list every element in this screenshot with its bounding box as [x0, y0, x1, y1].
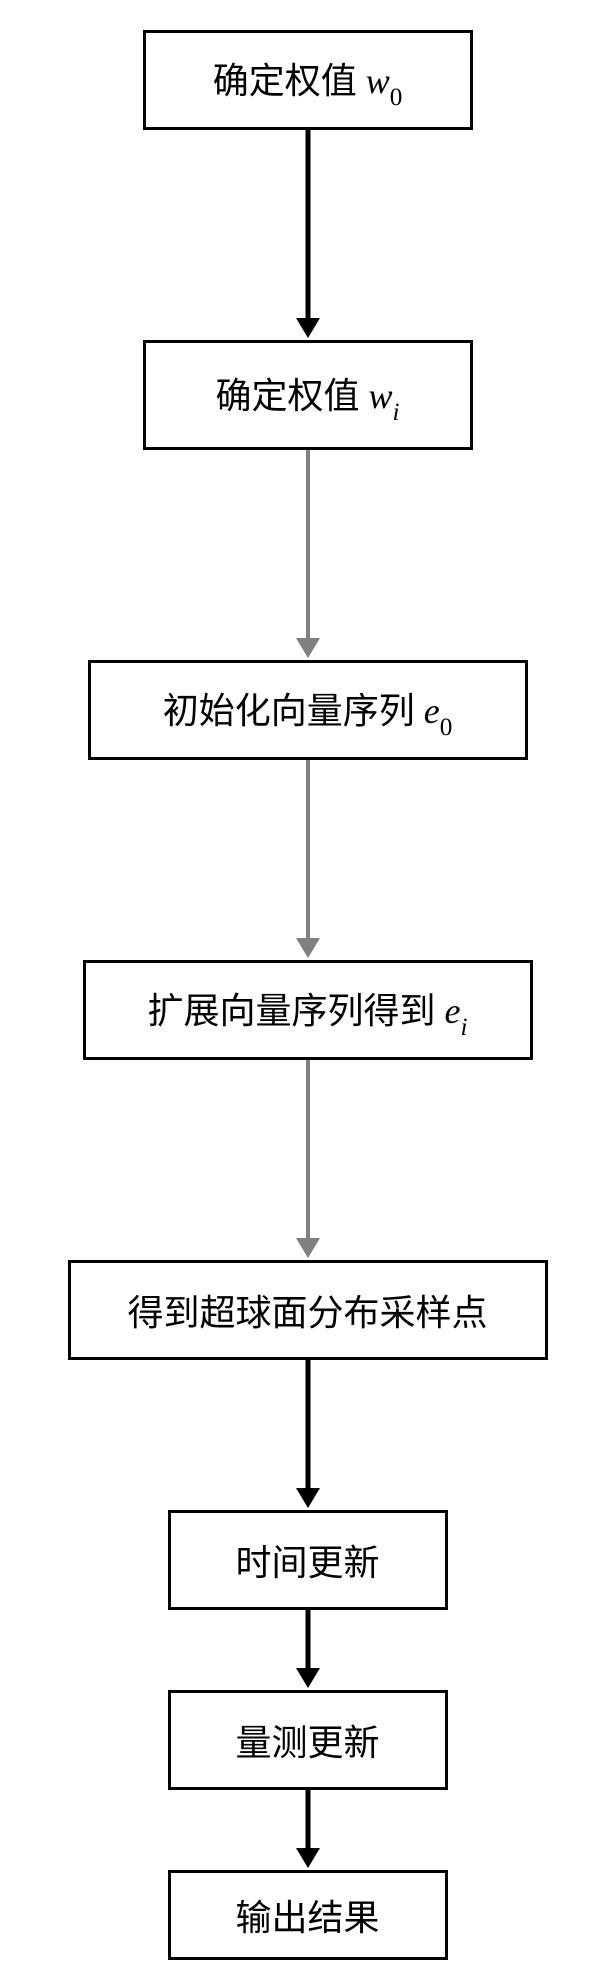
- node-label: 确定权值 w0: [213, 52, 403, 108]
- flowchart-node-extend-vector-ei: 扩展向量序列得到 ei: [83, 960, 533, 1060]
- arrow-line: [306, 450, 310, 640]
- node-label: 确定权值 wi: [215, 367, 399, 423]
- flowchart-node-measurement-update: 量测更新: [168, 1690, 448, 1790]
- arrow-head-icon: [296, 1848, 320, 1868]
- arrow-line: [305, 1790, 310, 1850]
- node-label: 量测更新: [235, 1714, 379, 1766]
- arrow-line: [305, 130, 310, 320]
- node-label: 时间更新: [235, 1534, 379, 1586]
- node-label: 得到超球面分布采样点: [127, 1284, 487, 1336]
- node-label: 初始化向量序列 e0: [163, 682, 453, 738]
- arrow-line: [305, 1360, 310, 1490]
- arrow-head-icon: [296, 318, 320, 338]
- arrow-line: [305, 1610, 310, 1670]
- flowchart-node-time-update: 时间更新: [168, 1510, 448, 1610]
- arrow-head-icon: [296, 1238, 320, 1258]
- flowchart-node-output-result: 输出结果: [168, 1870, 448, 1960]
- arrow-head-icon: [296, 1488, 320, 1508]
- arrow-head-icon: [296, 638, 320, 658]
- flowchart-container: 确定权值 w0 确定权值 wi 初始化向量序列 e0 扩展向量序列得到 ei 得…: [0, 0, 615, 1967]
- node-label: 输出结果: [235, 1889, 379, 1941]
- arrow-head-icon: [296, 938, 320, 958]
- flowchart-node-hypersphere-sampling: 得到超球面分布采样点: [68, 1260, 548, 1360]
- flowchart-node-determine-w0: 确定权值 w0: [143, 30, 473, 130]
- node-label: 扩展向量序列得到 ei: [148, 982, 468, 1038]
- arrow-line: [306, 1060, 310, 1240]
- arrow-line: [306, 760, 310, 940]
- flowchart-node-init-vector-e0: 初始化向量序列 e0: [88, 660, 528, 760]
- flowchart-node-determine-wi: 确定权值 wi: [143, 340, 473, 450]
- arrow-head-icon: [296, 1668, 320, 1688]
